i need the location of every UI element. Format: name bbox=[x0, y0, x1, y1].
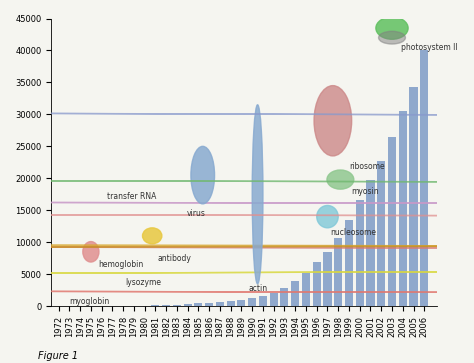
Bar bbox=[366, 180, 374, 306]
Ellipse shape bbox=[0, 242, 474, 252]
Text: virus: virus bbox=[187, 209, 206, 218]
Bar bbox=[205, 303, 213, 306]
Ellipse shape bbox=[0, 175, 474, 188]
Ellipse shape bbox=[0, 284, 474, 299]
Ellipse shape bbox=[327, 170, 354, 189]
Bar bbox=[270, 293, 278, 306]
Text: lysozyme: lysozyme bbox=[125, 278, 161, 287]
Bar bbox=[334, 238, 342, 306]
Ellipse shape bbox=[83, 242, 99, 262]
Text: nucleosome: nucleosome bbox=[331, 228, 377, 237]
Bar bbox=[183, 304, 191, 306]
Bar bbox=[248, 298, 256, 306]
Bar bbox=[162, 305, 170, 306]
Ellipse shape bbox=[0, 208, 474, 223]
Text: ribosome: ribosome bbox=[349, 162, 384, 171]
Bar bbox=[377, 160, 385, 306]
Ellipse shape bbox=[0, 241, 474, 253]
Bar bbox=[323, 252, 331, 306]
Ellipse shape bbox=[0, 240, 474, 250]
Bar bbox=[399, 111, 407, 306]
Ellipse shape bbox=[317, 205, 338, 228]
Bar bbox=[259, 296, 267, 306]
Bar bbox=[410, 87, 418, 306]
Text: transfer RNA: transfer RNA bbox=[107, 192, 156, 201]
Ellipse shape bbox=[314, 86, 352, 156]
Bar bbox=[216, 302, 224, 306]
Bar bbox=[302, 273, 310, 306]
Text: antibody: antibody bbox=[157, 254, 191, 263]
Ellipse shape bbox=[252, 105, 263, 284]
Ellipse shape bbox=[0, 194, 474, 211]
Bar bbox=[420, 50, 428, 306]
Text: photosystem II: photosystem II bbox=[401, 43, 457, 52]
Ellipse shape bbox=[191, 146, 215, 204]
Bar bbox=[313, 262, 321, 306]
Bar bbox=[345, 220, 353, 306]
Text: myosin: myosin bbox=[351, 187, 379, 196]
Bar bbox=[237, 300, 246, 306]
Bar bbox=[227, 301, 235, 306]
Bar bbox=[356, 200, 364, 306]
Bar bbox=[281, 289, 289, 306]
Text: Figure 1: Figure 1 bbox=[38, 351, 78, 361]
Ellipse shape bbox=[379, 31, 405, 44]
Text: hemoglobin: hemoglobin bbox=[99, 260, 144, 269]
Text: actin: actin bbox=[248, 284, 267, 293]
Ellipse shape bbox=[376, 17, 408, 39]
Ellipse shape bbox=[0, 89, 474, 139]
Bar bbox=[173, 305, 181, 306]
Ellipse shape bbox=[0, 266, 474, 279]
Ellipse shape bbox=[143, 228, 162, 244]
Bar bbox=[194, 303, 202, 306]
Bar bbox=[291, 281, 299, 306]
Bar bbox=[151, 305, 159, 306]
Bar bbox=[388, 138, 396, 306]
Text: myoglobin: myoglobin bbox=[69, 297, 109, 306]
